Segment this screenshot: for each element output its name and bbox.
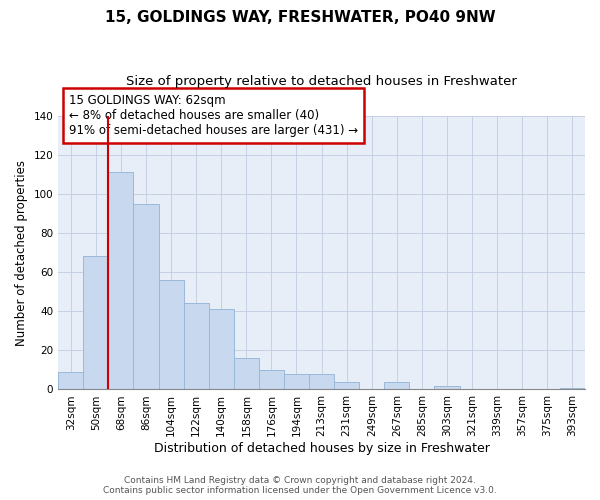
Title: Size of property relative to detached houses in Freshwater: Size of property relative to detached ho… (126, 75, 517, 88)
Y-axis label: Number of detached properties: Number of detached properties (15, 160, 28, 346)
Text: Contains HM Land Registry data © Crown copyright and database right 2024.
Contai: Contains HM Land Registry data © Crown c… (103, 476, 497, 495)
Bar (234, 358, 259, 390)
Bar (284, 374, 309, 390)
Bar (109, 172, 133, 390)
Bar (309, 374, 334, 390)
Bar (209, 309, 234, 390)
Text: 15 GOLDINGS WAY: 62sqm
← 8% of detached houses are smaller (40)
91% of semi-deta: 15 GOLDINGS WAY: 62sqm ← 8% of detached … (69, 94, 358, 136)
Bar (158, 280, 184, 390)
Bar (434, 386, 460, 390)
Bar (334, 382, 359, 390)
Bar (259, 370, 284, 390)
Bar (83, 256, 109, 390)
Bar (133, 204, 158, 390)
Text: 15, GOLDINGS WAY, FRESHWATER, PO40 9NW: 15, GOLDINGS WAY, FRESHWATER, PO40 9NW (104, 10, 496, 25)
Bar (184, 304, 209, 390)
Bar (560, 388, 585, 390)
Bar (385, 382, 409, 390)
X-axis label: Distribution of detached houses by size in Freshwater: Distribution of detached houses by size … (154, 442, 490, 455)
Bar (58, 372, 83, 390)
